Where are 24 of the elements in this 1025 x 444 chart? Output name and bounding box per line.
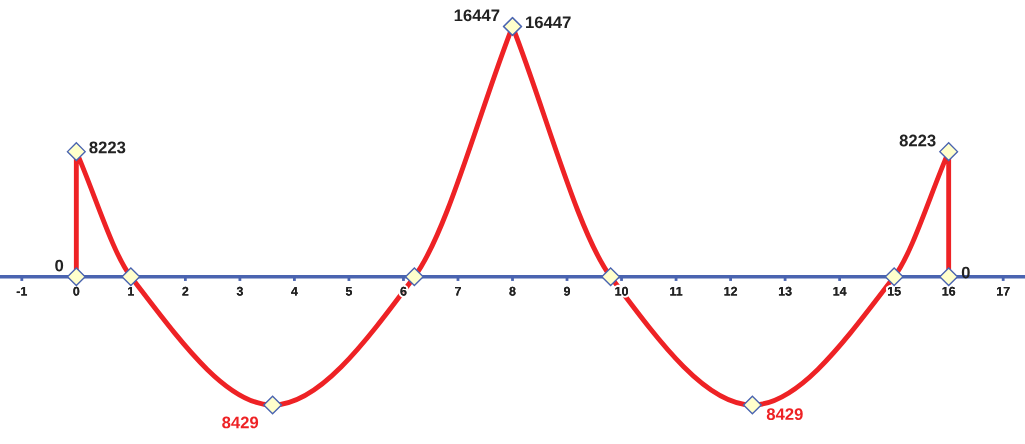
x-tick-label: 7 — [455, 286, 461, 296]
x-tick-label: 8 — [509, 286, 516, 296]
x-tick-label: 5 — [345, 286, 353, 296]
data-label: 8223 — [89, 141, 126, 154]
x-tick-label: 4 — [291, 286, 298, 296]
data-label: 0 — [55, 259, 64, 272]
x-tick-label: -1 — [16, 286, 28, 296]
annotation: 8429 — [222, 416, 259, 429]
x-tick-label: 17 — [997, 286, 1010, 296]
annotation: 8429 — [766, 408, 803, 421]
x-tick-label: 0 — [73, 286, 80, 296]
x-tick-label: 11 — [670, 286, 683, 296]
x-tick-label: 9 — [563, 286, 571, 296]
data-label: 16447 — [526, 16, 571, 29]
x-tick-label: 12 — [724, 286, 738, 296]
x-tick-label: 16 — [942, 286, 956, 296]
x-tick-label: 15 — [887, 286, 901, 296]
x-tick-label: 3 — [236, 286, 243, 296]
x-tick-label: 13 — [778, 286, 792, 296]
x-tick-label: 14 — [833, 286, 847, 296]
data-label: 8223 — [899, 134, 936, 147]
data-label: 16447 — [454, 9, 500, 22]
x-tick-label: 1 — [128, 286, 134, 296]
x-tick-label: 2 — [182, 286, 189, 296]
